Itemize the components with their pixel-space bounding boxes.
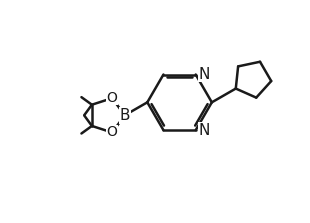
Text: N: N bbox=[198, 67, 210, 82]
Text: N: N bbox=[198, 123, 210, 138]
Text: O: O bbox=[107, 126, 117, 140]
Text: B: B bbox=[119, 108, 130, 123]
Text: O: O bbox=[107, 91, 117, 105]
